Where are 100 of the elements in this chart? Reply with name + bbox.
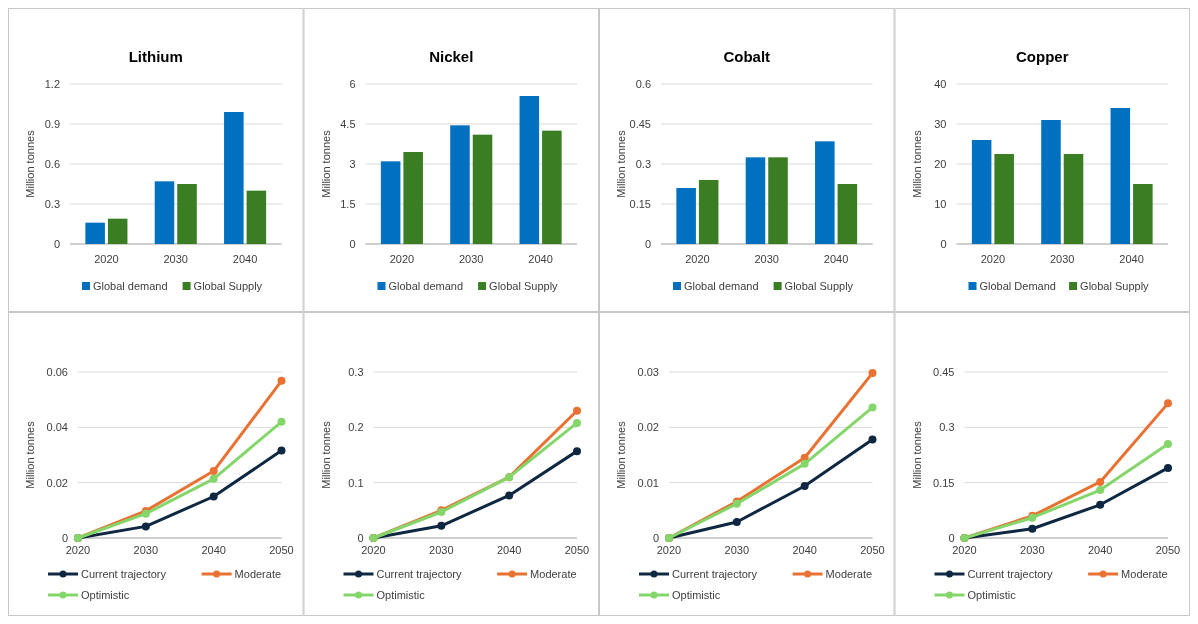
y-tick-label: 6 (349, 78, 356, 90)
y-tick-label: 0.2 (348, 421, 364, 434)
y-tick-label: 0 (940, 238, 947, 250)
x-tick-label: 2030 (754, 253, 779, 265)
y-tick-label: 0 (948, 532, 955, 544)
x-tick-label: 2030 (133, 544, 159, 556)
bar (472, 134, 493, 244)
bar (519, 96, 540, 244)
y-tick-label: 0.3 (939, 421, 955, 434)
x-tick-label: 2020 (94, 253, 119, 265)
legend-label: Moderate (530, 568, 577, 580)
x-tick-label: 2020 (980, 253, 1006, 265)
y-tick-label: 0.15 (629, 198, 651, 210)
y-tick-label: 0 (644, 238, 651, 250)
point (141, 522, 150, 531)
point (573, 418, 581, 427)
y-tick-label: 0 (652, 532, 659, 544)
bar (154, 181, 175, 244)
y-tick-label: 0 (53, 238, 60, 250)
legend-label: Current trajectory (81, 568, 167, 580)
x-tick-label: 2030 (1020, 544, 1045, 556)
bar (177, 184, 197, 244)
x-tick-label: 2030 (1050, 253, 1075, 265)
point (1096, 486, 1105, 495)
x-tick-label: 2020 (361, 544, 386, 556)
x-tick-label: 2040 (232, 253, 258, 265)
y-axis-title: Million tonnes (319, 420, 332, 489)
legend-label: Moderate (234, 568, 282, 580)
y-tick-label: 0.3 (348, 366, 364, 378)
bar (971, 140, 992, 244)
legend-label: Global Supply (1080, 280, 1150, 292)
bar (224, 112, 244, 244)
bar (698, 180, 719, 244)
point (1164, 399, 1172, 408)
y-axis-title: Million tonnes (24, 420, 36, 489)
bar (1063, 154, 1084, 244)
chart-title: Copper (1016, 48, 1069, 65)
bar (1041, 120, 1061, 244)
x-tick-label: 2040 (1119, 253, 1144, 265)
point (505, 491, 514, 500)
x-tick-label: 2030 (459, 253, 484, 265)
x-tick-label: 2050 (1155, 544, 1181, 556)
chart-title: Lithium (128, 48, 183, 65)
y-tick-label: 4.5 (340, 118, 356, 130)
point (1028, 524, 1037, 533)
y-axis-title: Million tonnes (910, 420, 923, 489)
x-tick-label: 2040 (1087, 544, 1113, 556)
chart-title: Cobalt (723, 48, 771, 65)
y-tick-label: 0.45 (933, 366, 955, 378)
legend-label: Moderate (825, 568, 873, 580)
legend-label: Global Supply (193, 280, 263, 292)
x-tick-label: 2040 (201, 544, 226, 556)
y-axis-title: Million tonnes (319, 129, 332, 198)
x-tick-label: 2030 (163, 253, 188, 265)
bar (994, 154, 1014, 244)
bar (403, 152, 423, 244)
y-tick-label: 0.3 (44, 198, 60, 210)
bar (1133, 184, 1153, 244)
x-tick-label: 2040 (823, 253, 849, 265)
point (1096, 477, 1105, 486)
y-tick-label: 10 (934, 198, 947, 210)
legend-label: Optimistic (81, 589, 130, 601)
x-tick-label: 2040 (528, 253, 553, 265)
x-tick-label: 2020 (65, 544, 91, 556)
bar (380, 161, 401, 244)
point (868, 369, 877, 378)
legend-label: Global demand (684, 280, 759, 292)
legend-label: Current trajectory (376, 568, 462, 580)
x-tick-label: 2050 (564, 544, 590, 556)
y-tick-label: 0.03 (637, 366, 659, 378)
legend-label: Moderate (1121, 568, 1168, 580)
point (277, 376, 286, 385)
bar (450, 125, 470, 244)
point (209, 467, 218, 476)
legend-label: Global Supply (784, 280, 854, 292)
chart-title: Nickel (429, 48, 474, 65)
y-tick-label: 0.3 (635, 158, 651, 170)
y-tick-label: 0 (61, 532, 68, 544)
point (800, 459, 809, 468)
point (209, 492, 218, 501)
point (868, 403, 877, 412)
point (868, 435, 877, 444)
point (1164, 439, 1172, 448)
legend-label: Global Supply (489, 280, 559, 292)
legend-label: Optimistic (672, 589, 721, 601)
point (209, 474, 218, 483)
point (573, 406, 581, 415)
point (277, 417, 286, 426)
bar (768, 157, 788, 244)
legend-label: Optimistic (967, 589, 1017, 601)
x-tick-label: 2050 (269, 544, 294, 556)
x-tick-label: 2030 (724, 544, 750, 556)
y-tick-label: 1.5 (340, 198, 356, 210)
point (573, 447, 581, 456)
bar (542, 130, 562, 244)
y-axis-title: Million tonnes (615, 420, 627, 489)
legend-label: Optimistic (376, 589, 426, 601)
x-tick-label: 2050 (860, 544, 885, 556)
x-tick-label: 2020 (656, 544, 682, 556)
x-tick-label: 2020 (952, 544, 977, 556)
